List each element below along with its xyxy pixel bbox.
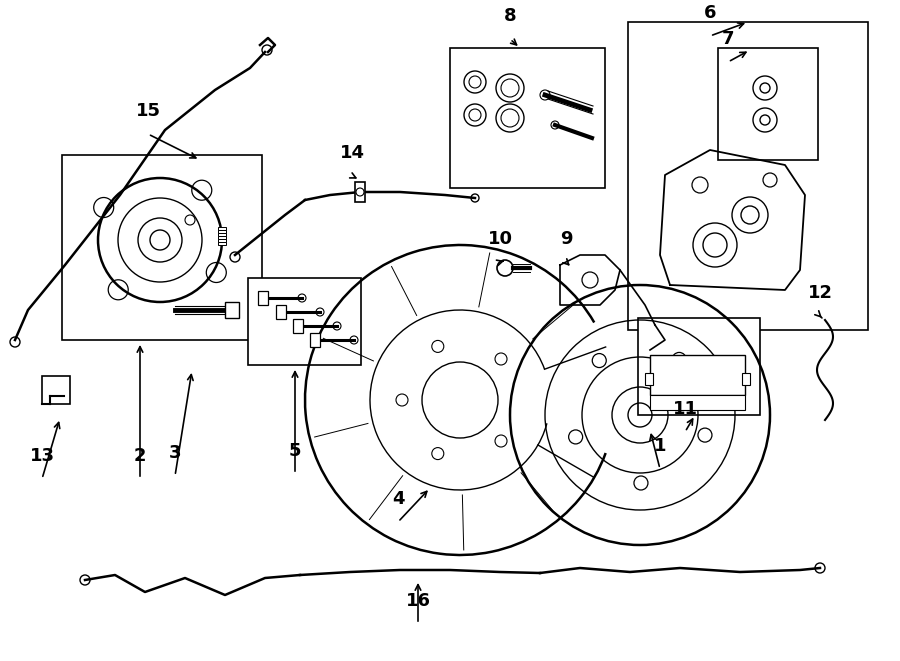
Bar <box>355 182 365 202</box>
Bar <box>218 230 226 233</box>
Text: 13: 13 <box>30 447 55 465</box>
Text: 12: 12 <box>807 284 833 302</box>
Bar <box>258 291 268 305</box>
Text: 1: 1 <box>653 437 666 455</box>
Bar <box>218 227 226 230</box>
Text: 5: 5 <box>289 442 302 460</box>
Bar <box>248 278 361 365</box>
Text: 10: 10 <box>488 230 512 248</box>
Bar <box>218 236 226 239</box>
Bar <box>276 305 286 319</box>
Bar <box>218 242 226 245</box>
Bar <box>638 318 760 415</box>
Text: 4: 4 <box>392 490 404 508</box>
Bar <box>218 233 226 236</box>
Text: 7: 7 <box>722 30 734 48</box>
Text: 11: 11 <box>672 400 698 418</box>
Bar <box>225 302 239 318</box>
Text: 8: 8 <box>504 7 517 25</box>
Bar <box>62 155 262 340</box>
Bar <box>718 48 818 160</box>
Text: 16: 16 <box>406 592 430 610</box>
Bar <box>628 22 868 330</box>
Bar <box>650 395 745 410</box>
Text: 2: 2 <box>134 447 146 465</box>
Bar <box>310 333 320 347</box>
Text: 14: 14 <box>339 144 365 162</box>
Bar <box>650 355 745 395</box>
Bar <box>218 239 226 242</box>
Bar <box>742 373 750 385</box>
Bar <box>42 376 70 404</box>
Bar <box>450 48 605 188</box>
Text: 6: 6 <box>704 4 716 22</box>
Text: 3: 3 <box>169 444 181 462</box>
Text: 9: 9 <box>560 230 572 248</box>
Bar <box>293 319 303 333</box>
Bar <box>645 373 653 385</box>
Text: 15: 15 <box>136 102 160 120</box>
